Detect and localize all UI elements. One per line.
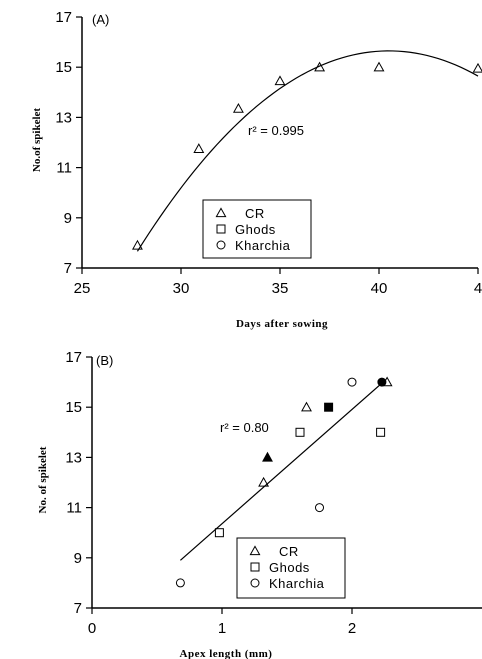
panel-label: (A) xyxy=(92,12,109,27)
panel-a: 7 9 11 13 15 17 25 30 35 40 4 Days after sowing No.o… xyxy=(31,9,482,330)
data-point-cr xyxy=(472,62,482,73)
data-point-kharchia xyxy=(315,503,324,513)
legend-marker-ghods xyxy=(250,562,260,572)
fit-curve xyxy=(136,50,479,252)
y-tick-label: 13 xyxy=(55,109,72,126)
legend-box xyxy=(236,537,346,599)
x-axis-label: Days after sowing xyxy=(236,318,328,330)
data-point-cr xyxy=(301,401,312,412)
legend-box xyxy=(202,199,312,259)
data-point-kharchia xyxy=(175,578,185,588)
legend-marker-cr xyxy=(249,545,261,556)
data-point-cr xyxy=(131,239,143,250)
y-tick-label: 15 xyxy=(55,59,72,76)
panel-label: (B) xyxy=(96,353,113,368)
data-point-cr xyxy=(232,102,244,113)
legend-label-ghods: Ghods xyxy=(235,222,276,237)
panel-b: 7 9 11 13 15 17 0 1 2 Apex length (mm) No. of spik… xyxy=(37,349,482,659)
y-tick-label: 9 xyxy=(74,550,82,567)
data-point-ghods xyxy=(324,402,334,412)
data-point-ghods xyxy=(376,427,386,437)
legend-label-ghods: Ghods xyxy=(269,560,310,575)
y-tick-label: 7 xyxy=(74,600,82,617)
x-tick-label: 4 xyxy=(474,280,482,297)
data-point-cr xyxy=(314,61,326,72)
r-squared-annotation: r² = 0.80 xyxy=(220,420,269,435)
data-point-cr xyxy=(274,75,286,86)
x-axis-label: Apex length (mm) xyxy=(180,648,273,659)
y-tick-label: 17 xyxy=(65,349,82,366)
data-point-cr xyxy=(193,143,205,153)
legend-marker-kharchia xyxy=(216,240,226,250)
data-point-ghods xyxy=(214,528,224,538)
legend-marker-cr xyxy=(215,207,227,218)
r-squared-annotation: r² = 0.995 xyxy=(248,123,304,138)
y-axis-label: No.of spikelet xyxy=(31,108,43,173)
y-tick-label: 7 xyxy=(64,260,72,277)
data-point-ghods xyxy=(295,427,305,437)
data-point-cr xyxy=(373,61,385,72)
x-tick-label: 25 xyxy=(74,280,91,297)
y-axis-label: No. of spikelet xyxy=(37,446,49,513)
legend-label-cr: CR xyxy=(279,544,299,559)
legend-label-kharchia: Kharchia xyxy=(235,238,291,253)
x-tick-label: 1 xyxy=(218,620,226,637)
x-tick-label: 40 xyxy=(371,280,388,297)
data-point-kharchia xyxy=(347,377,357,387)
x-tick-label: 30 xyxy=(173,280,190,297)
data-point-kharchia xyxy=(377,377,387,387)
x-tick-label: 35 xyxy=(272,280,289,297)
x-tick-label: 2 xyxy=(348,620,356,637)
legend-marker-kharchia xyxy=(250,578,260,588)
fit-line xyxy=(180,380,385,561)
y-tick-label: 15 xyxy=(65,399,82,416)
y-tick-label: 13 xyxy=(65,449,82,466)
y-tick-label: 9 xyxy=(64,210,72,227)
legend-label-kharchia: Kharchia xyxy=(269,576,325,591)
y-tick-label: 11 xyxy=(66,500,82,517)
legend-label-cr: CR xyxy=(245,206,265,221)
x-tick-label: 0 xyxy=(88,620,96,637)
y-tick-label: 11 xyxy=(56,160,72,177)
data-point-cr xyxy=(258,476,270,487)
legend-marker-ghods xyxy=(216,224,226,234)
y-tick-label: 17 xyxy=(55,9,72,26)
data-point-cr xyxy=(262,451,273,462)
